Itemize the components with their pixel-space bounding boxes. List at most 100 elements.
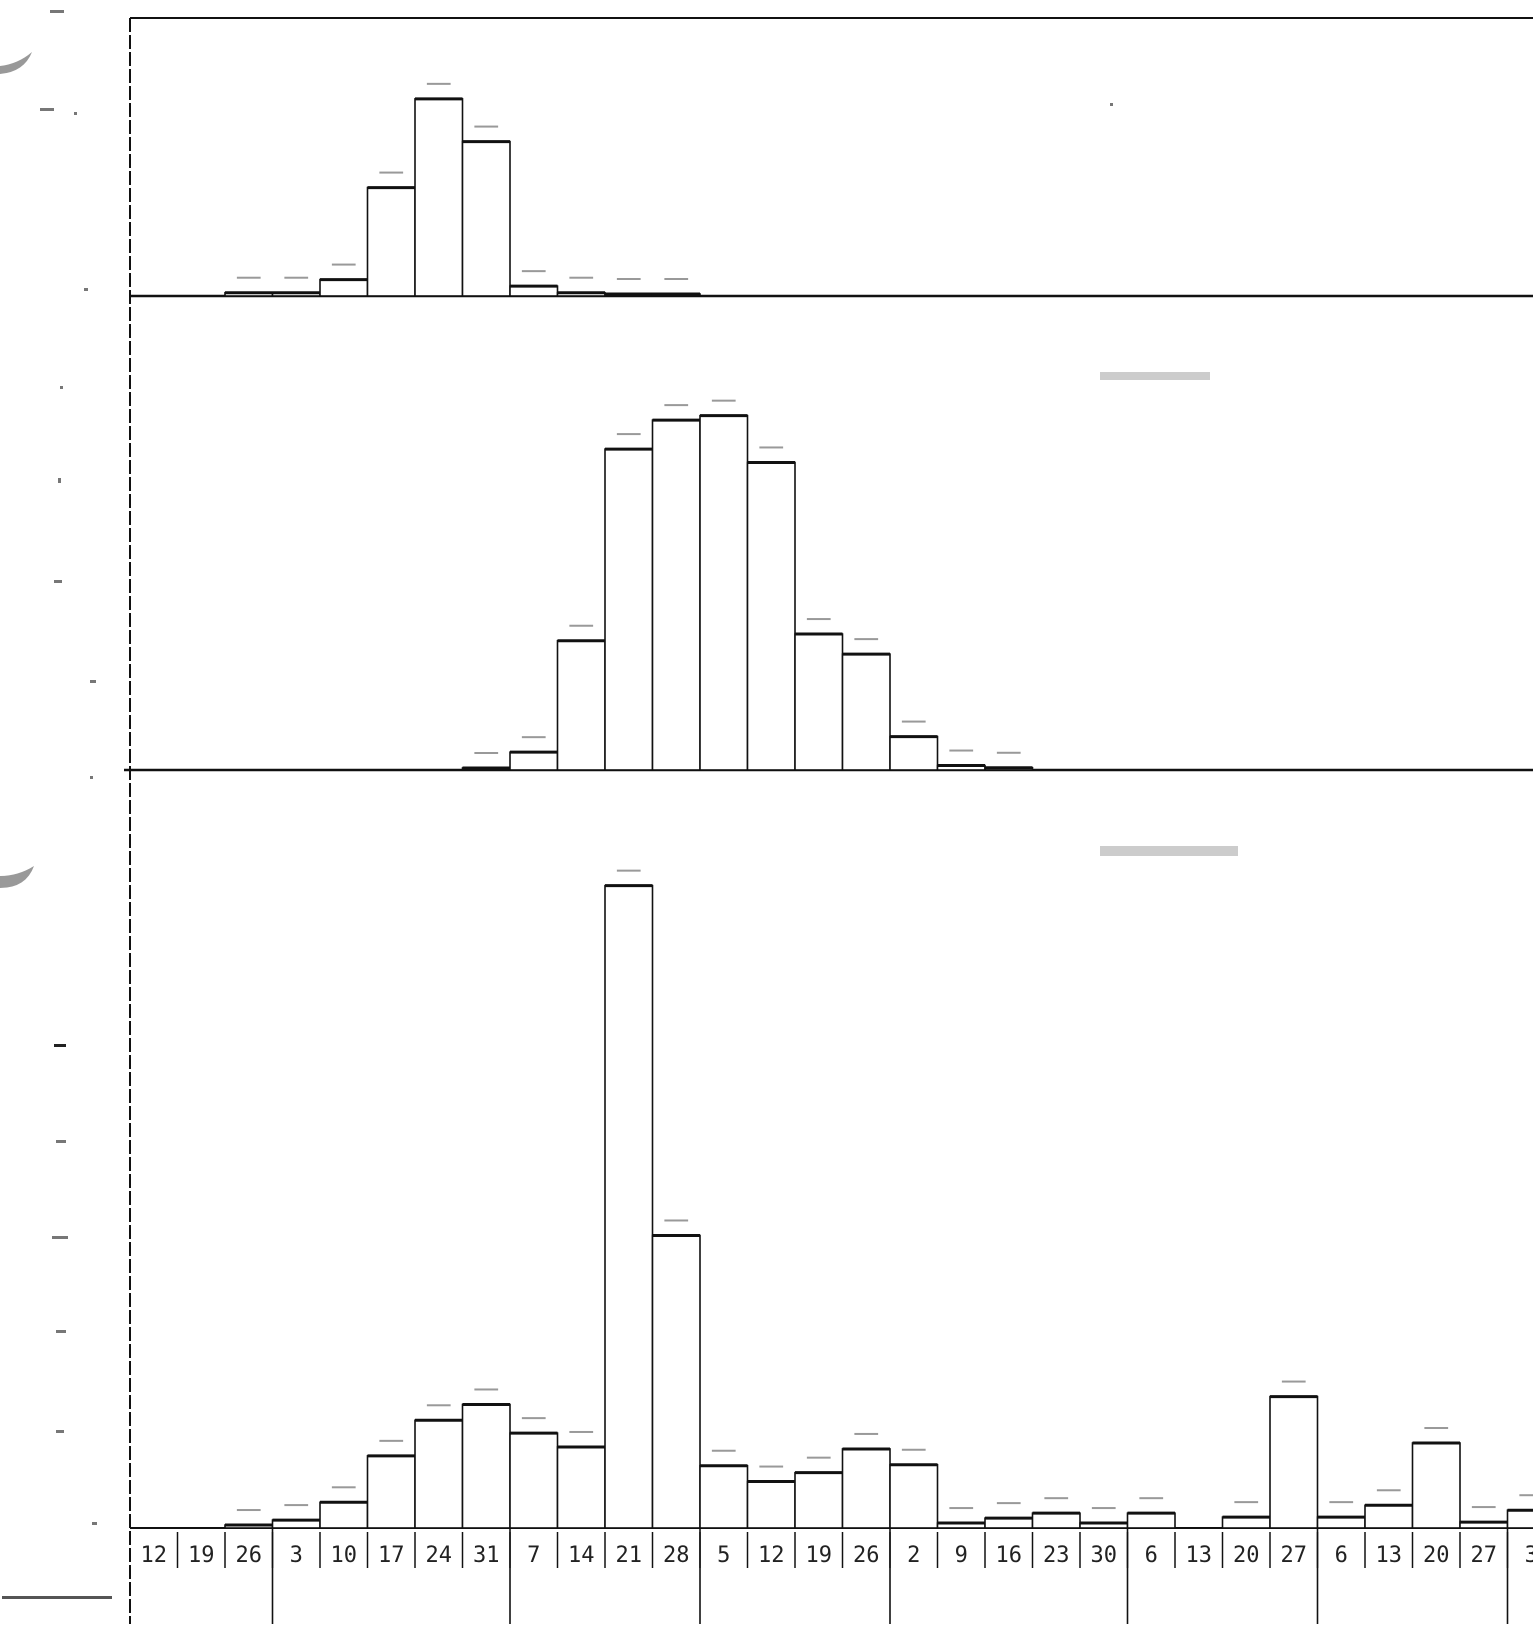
middle-bar-8	[653, 420, 701, 770]
x-tick-label-25: 6	[1335, 1543, 1348, 1568]
bottom-bar-label-mark-16	[902, 1449, 926, 1451]
bottom-bar-label-mark-29	[1519, 1494, 1533, 1496]
middle-bar-label-mark-15	[997, 752, 1021, 754]
bottom-bar-label-mark-19	[1044, 1497, 1068, 1499]
bottom-bar-label-mark-26	[1377, 1489, 1401, 1491]
bottom-bar-27	[1413, 1443, 1461, 1528]
x-tick-label-8: 7	[527, 1543, 540, 1568]
x-tick-label-12: 5	[717, 1543, 730, 1568]
top-bar-6	[463, 142, 511, 296]
middle-bar-label-mark-14	[949, 750, 973, 752]
top-bar-label-mark-2	[284, 277, 308, 279]
bottom-bar-label-mark-21	[1139, 1497, 1163, 1499]
middle-bar-label-mark-10	[759, 446, 783, 448]
x-tick-label-27: 20	[1423, 1543, 1450, 1568]
bottom-bar-14	[795, 1473, 843, 1528]
middle-bar-9	[700, 416, 748, 770]
top-bar-label-mark-1	[237, 277, 261, 279]
bottom-bar-label-mark-24	[1282, 1381, 1306, 1383]
top-bar-label-mark-5	[427, 83, 451, 85]
bottom-bar-label-mark-2	[237, 1509, 261, 1511]
bottom-bar-19	[1033, 1513, 1081, 1528]
bottom-bar-21	[1128, 1513, 1176, 1528]
middle-bar-7	[605, 449, 653, 770]
x-tick-label-2: 26	[236, 1543, 263, 1568]
bottom-bar-25	[1318, 1517, 1366, 1528]
x-tick-label-21: 6	[1145, 1543, 1158, 1568]
bottom-bar-7	[463, 1404, 511, 1528]
middle-bar-5	[510, 752, 558, 770]
x-tick-label-22: 13	[1186, 1543, 1213, 1568]
x-tick-label-13: 12	[758, 1543, 785, 1568]
bottom-bar-13	[748, 1482, 796, 1528]
bottom-bar-label-mark-25	[1329, 1501, 1353, 1503]
bottom-bar-29	[1508, 1510, 1533, 1528]
bottom-bar-label-mark-9	[569, 1431, 593, 1433]
middle-bar-label-mark-9	[712, 400, 736, 402]
top-bar-5	[415, 99, 463, 296]
x-tick-label-14: 19	[806, 1543, 833, 1568]
top-bar-label-mark-7	[522, 270, 546, 272]
bottom-bar-label-mark-15	[854, 1433, 878, 1435]
bottom-bar-5	[368, 1456, 416, 1528]
x-tick-label-7: 31	[473, 1543, 500, 1568]
x-tick-label-0: 12	[141, 1543, 168, 1568]
bottom-bar-15	[843, 1449, 891, 1528]
bottom-bar-label-mark-20	[1092, 1507, 1116, 1509]
top-bar-label-mark-8	[569, 277, 593, 279]
bottom-bar-9	[558, 1447, 606, 1528]
bottom-bar-label-mark-14	[807, 1457, 831, 1459]
x-tick-label-11: 28	[663, 1543, 690, 1568]
bottom-bar-label-mark-3	[284, 1504, 308, 1506]
bottom-bar-label-mark-18	[997, 1502, 1021, 1504]
bottom-bar-4	[320, 1502, 368, 1528]
middle-bar-label-mark-11	[807, 618, 831, 620]
bottom-bar-16	[890, 1465, 938, 1528]
bottom-bar-label-mark-11	[664, 1219, 688, 1221]
x-tick-label-6: 24	[426, 1543, 453, 1568]
x-tick-label-19: 23	[1043, 1543, 1070, 1568]
x-tick-label-23: 20	[1233, 1543, 1260, 1568]
x-tick-label-17: 9	[955, 1543, 968, 1568]
middle-bar-label-mark-13	[902, 721, 926, 723]
bottom-bar-label-mark-5	[379, 1440, 403, 1442]
middle-bar-11	[795, 634, 843, 770]
bottom-bar-24	[1270, 1397, 1318, 1528]
middle-bar-6	[558, 641, 606, 770]
bottom-bar-label-mark-28	[1472, 1506, 1496, 1508]
bottom-bar-23	[1223, 1517, 1271, 1528]
middle-bar-label-mark-8	[664, 404, 688, 406]
x-tick-label-15: 26	[853, 1543, 880, 1568]
top-bar-label-mark-9	[617, 278, 641, 280]
x-tick-label-29: 3	[1525, 1543, 1533, 1568]
bottom-bar-26	[1365, 1505, 1413, 1528]
x-tick-label-1: 19	[188, 1543, 215, 1568]
top-bar-3	[320, 280, 368, 296]
faint-annotation-bottom	[1100, 846, 1238, 856]
x-tick-label-5: 17	[378, 1543, 405, 1568]
bottom-bar-label-mark-6	[427, 1404, 451, 1406]
bottom-bar-label-mark-7	[474, 1388, 498, 1390]
bottom-bar-label-mark-4	[332, 1486, 356, 1488]
top-bar-label-mark-4	[379, 172, 403, 174]
x-tick-label-10: 21	[616, 1543, 643, 1568]
middle-bar-label-mark-4	[474, 752, 498, 754]
bottom-bar-label-mark-17	[949, 1507, 973, 1509]
bottom-bar-label-mark-10	[617, 870, 641, 872]
x-tick-label-4: 10	[331, 1543, 358, 1568]
bottom-bar-label-mark-27	[1424, 1427, 1448, 1429]
middle-bar-12	[843, 654, 891, 770]
bottom-bar-label-mark-13	[759, 1466, 783, 1468]
middle-bar-label-mark-12	[854, 638, 878, 640]
x-tick-label-28: 27	[1471, 1543, 1498, 1568]
x-tick-label-24: 27	[1281, 1543, 1308, 1568]
middle-bar-13	[890, 737, 938, 770]
x-tick-label-26: 13	[1376, 1543, 1403, 1568]
bottom-bar-label-mark-12	[712, 1450, 736, 1452]
bottom-bar-8	[510, 1433, 558, 1528]
top-bar-4	[368, 188, 416, 296]
middle-bar-label-mark-6	[569, 625, 593, 627]
bottom-bar-11	[653, 1235, 701, 1528]
